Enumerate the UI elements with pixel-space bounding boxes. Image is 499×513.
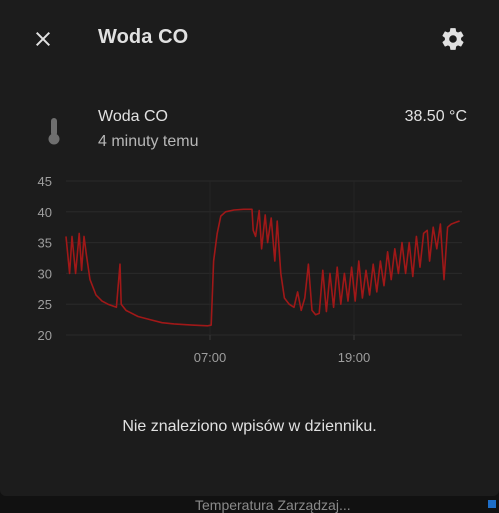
- logbook-empty-message: Nie znaleziono wpisów w dzienniku.: [122, 418, 377, 435]
- y-tick-label: 25: [38, 297, 52, 312]
- background-accent: [488, 500, 496, 508]
- entity-last-changed: 4 minuty temu: [98, 133, 199, 150]
- cog-icon: [442, 28, 464, 50]
- dialog-header: Woda CO: [0, 0, 499, 78]
- x-tick-label: 07:00: [194, 350, 227, 365]
- history-dialog: Woda CO Woda CO 4 minuty temu 38.50 °C 2…: [0, 0, 499, 496]
- close-icon: [36, 32, 50, 46]
- thermometer-icon: [48, 118, 60, 145]
- entity-state: 38.50 °C: [404, 108, 467, 125]
- x-tick-label: 19:00: [338, 350, 371, 365]
- entity-name: Woda CO: [98, 108, 168, 125]
- close-button[interactable]: [22, 18, 64, 60]
- background-card-text: Temperatura Zarządzaj...: [195, 497, 351, 513]
- y-tick-label: 35: [38, 236, 52, 251]
- history-chart-svg: 20 25 30 35 40 45 07:00 19:00: [38, 174, 462, 365]
- history-chart[interactable]: 20 25 30 35 40 45 07:00 19:00: [0, 168, 499, 378]
- y-tick-label: 40: [38, 205, 52, 220]
- settings-button[interactable]: [432, 18, 474, 60]
- dialog-title: Woda CO: [98, 26, 189, 48]
- entity-row[interactable]: Woda CO 4 minuty temu 38.50 °C: [0, 98, 499, 162]
- y-tick-label: 30: [38, 266, 52, 281]
- y-tick-label: 45: [38, 174, 52, 189]
- series-line: [65, 208, 460, 327]
- y-tick-label: 20: [38, 328, 52, 343]
